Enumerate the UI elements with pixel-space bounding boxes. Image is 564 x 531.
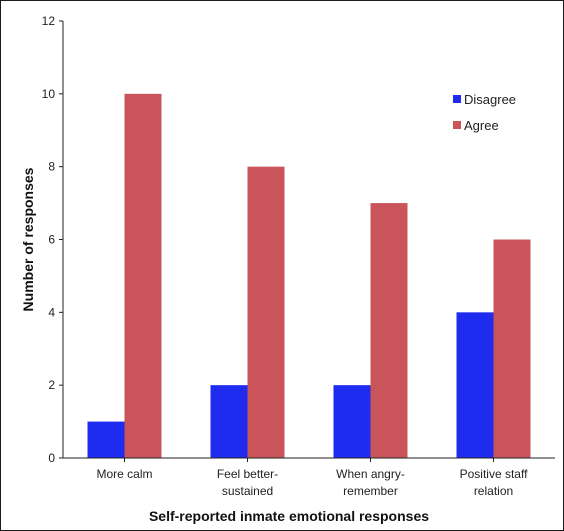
y-tick-label: 4 <box>48 305 55 319</box>
bar-disagree-1 <box>210 385 248 458</box>
y-ticks-group: 0 2 4 6 8 10 12 <box>42 14 63 465</box>
bars-group <box>87 93 531 458</box>
x-tick-label: More calm <box>96 467 152 481</box>
bar-agree-3 <box>493 239 531 458</box>
legend-label-disagree: Disagree <box>464 92 516 107</box>
x-tick-label-line: sustained <box>222 484 273 498</box>
x-tick-label-line: Positive staff <box>460 467 528 481</box>
bar-agree-0 <box>124 93 162 458</box>
y-tick-label: 12 <box>42 14 56 28</box>
x-tick-label: When angry-remember <box>336 467 405 498</box>
y-axis-title: Number of responses <box>20 167 36 311</box>
x-tick-label-line: When angry- <box>336 467 405 481</box>
legend-label-agree: Agree <box>464 118 499 133</box>
bar-disagree-0 <box>87 421 125 458</box>
x-tick-label: Positive staff relation <box>460 467 528 498</box>
x-tick-label-line: Feel better- <box>217 467 278 481</box>
y-tick-label: 8 <box>48 160 55 174</box>
legend-swatch-disagree <box>453 95 461 103</box>
x-tick-label-line: relation <box>474 484 513 498</box>
legend-swatch-agree <box>453 121 461 129</box>
bar-agree-2 <box>370 203 408 458</box>
y-tick-label: 6 <box>48 233 55 247</box>
x-tick-label-line: remember <box>343 484 398 498</box>
y-tick-label: 2 <box>48 378 55 392</box>
y-tick-label: 0 <box>48 451 55 465</box>
bar-disagree-3 <box>456 312 494 458</box>
x-tick-label: Feel better-sustained <box>217 467 278 498</box>
x-ticks-group: More calm Feel better-sustained When angry… <box>96 458 528 498</box>
bar-agree-1 <box>247 166 285 458</box>
x-tick-label-line: More calm <box>96 467 152 481</box>
y-tick-label: 10 <box>42 87 56 101</box>
x-axis-title: Self-reported inmate emotional responses <box>149 508 429 524</box>
bar-disagree-2 <box>333 385 371 458</box>
legend: Disagree Agree <box>453 92 516 133</box>
